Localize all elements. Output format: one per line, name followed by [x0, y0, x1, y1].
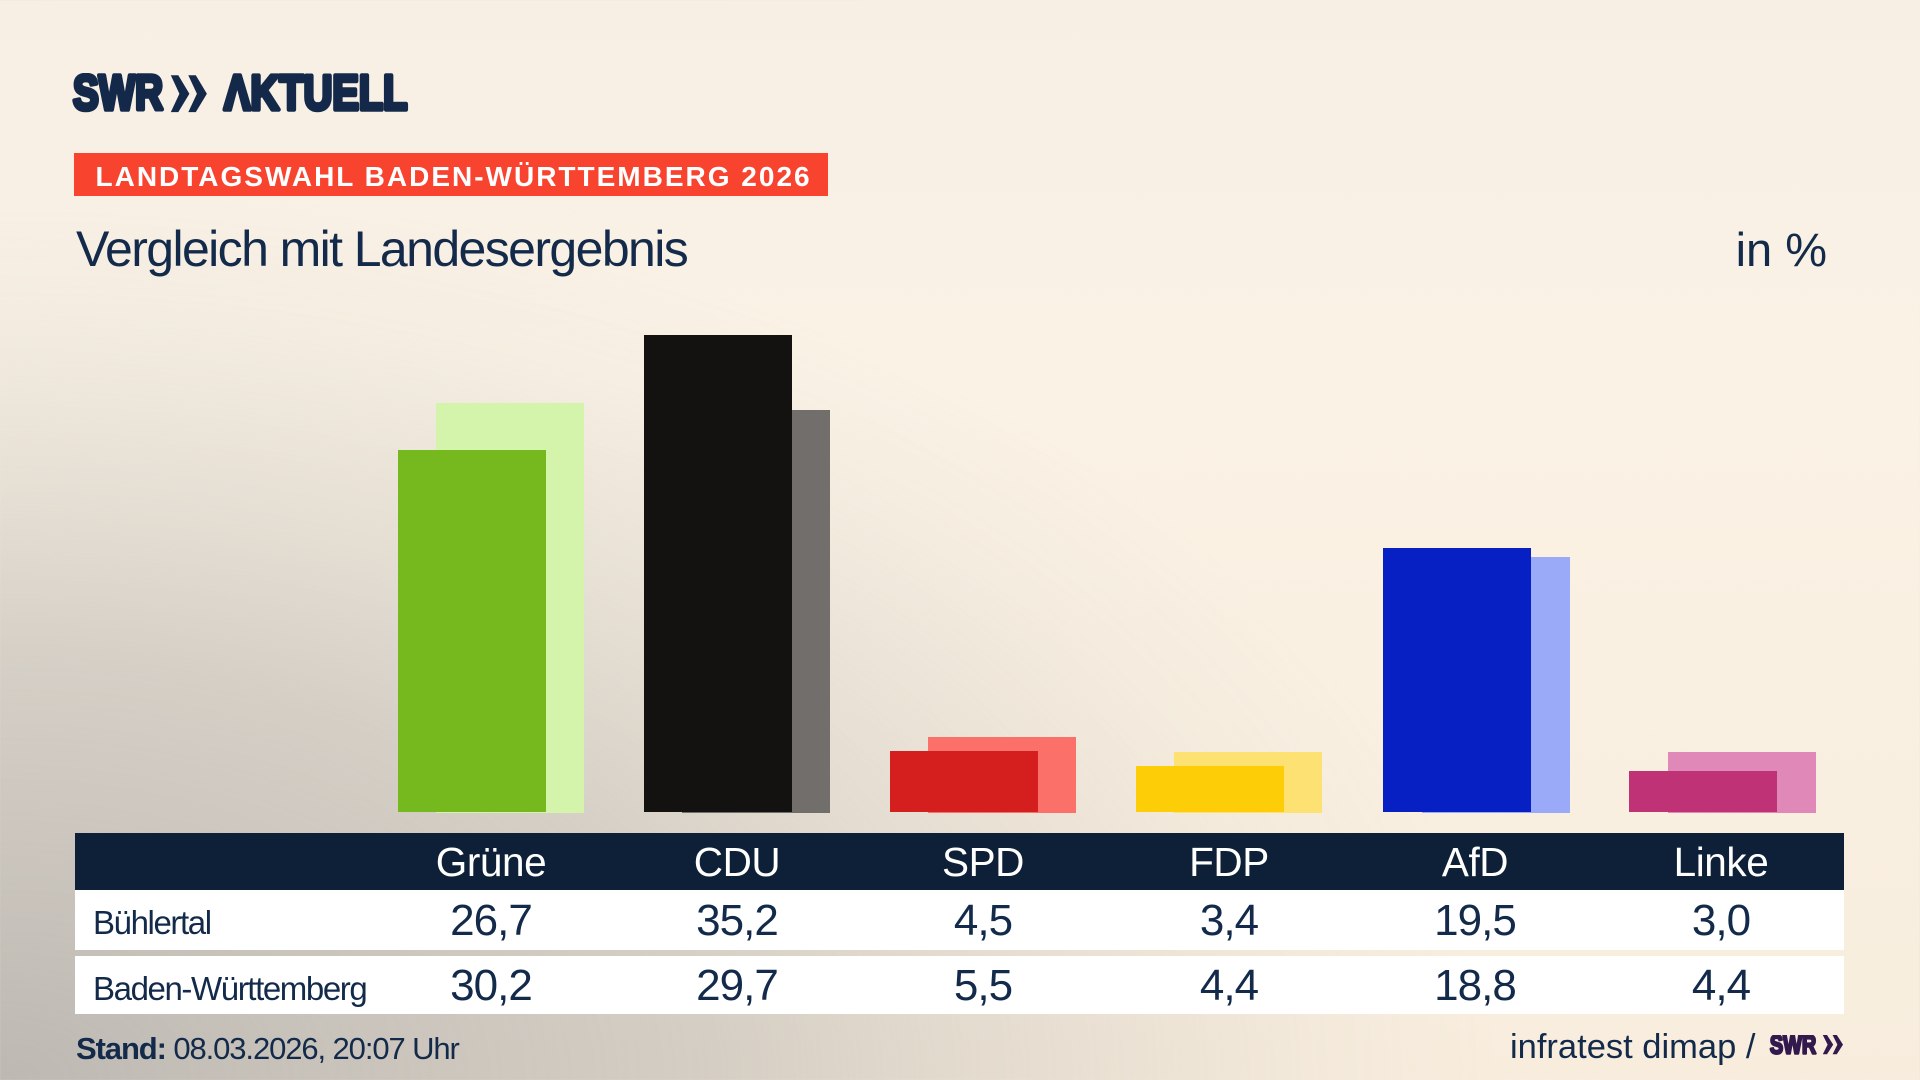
svg-text:ΛKTUELL: ΛKTUELL: [224, 73, 408, 115]
svg-text:SWR: SWR: [1770, 1035, 1816, 1056]
svg-text:SWR: SWR: [73, 73, 163, 115]
